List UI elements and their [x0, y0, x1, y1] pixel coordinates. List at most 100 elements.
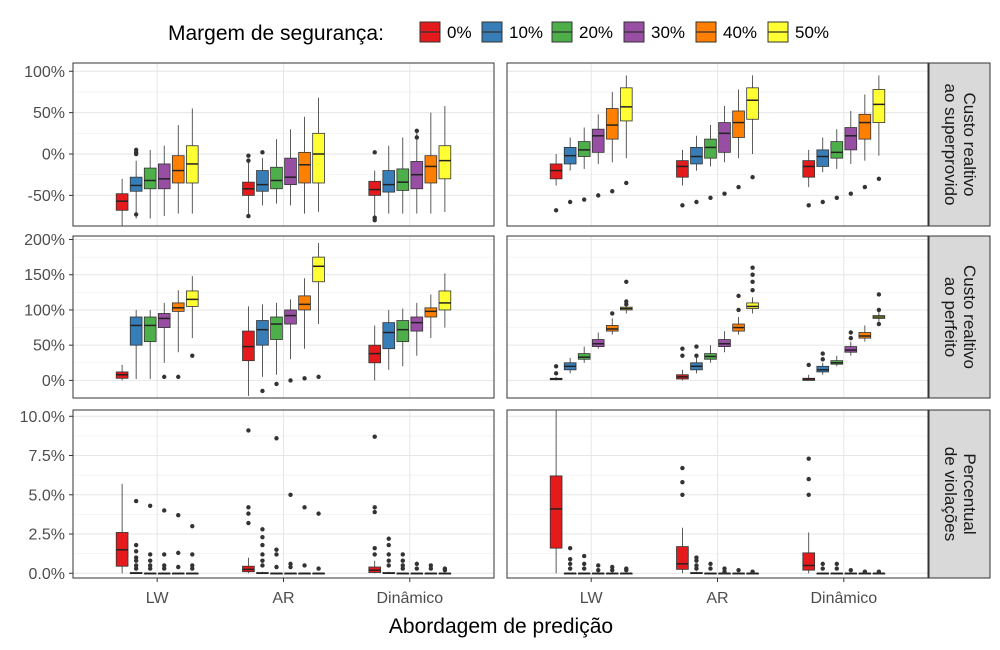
panel-border	[72, 235, 495, 399]
box-outlier	[288, 561, 293, 567]
y-tick-label: -50%	[28, 188, 65, 205]
box-outlier	[288, 564, 293, 570]
box-outlier	[133, 542, 139, 548]
box-AR-20%	[704, 345, 717, 363]
strip-label-line: ao perfeito	[941, 277, 960, 357]
x-tick-label: Dinâmico	[376, 590, 443, 607]
box-outlier	[736, 293, 741, 299]
box-LW-10%	[563, 137, 577, 205]
box-iqr	[549, 163, 563, 180]
box-outlier	[876, 569, 882, 574]
strip-label: Custo realtivoao perfeito	[941, 265, 979, 369]
box-outlier	[133, 558, 139, 563]
box-outlier	[386, 542, 391, 548]
box-Dinâmico-0%	[368, 434, 382, 574]
legend-label-4: 40%	[723, 23, 757, 42]
box-outlier	[806, 476, 811, 482]
box-outlier	[316, 566, 321, 571]
box-iqr	[816, 149, 830, 167]
box-outlier	[876, 176, 882, 182]
y-tick-label: 100%	[24, 64, 65, 81]
box-outlier	[722, 191, 727, 196]
box-outlier	[553, 371, 559, 376]
x-tick-label: AR	[706, 590, 728, 607]
box-AR-50%	[312, 511, 325, 575]
box-LW-30%	[591, 332, 605, 349]
box-LW-40%	[171, 290, 185, 380]
box-iqr	[396, 320, 410, 343]
box-AR-40%	[732, 293, 745, 335]
box-LW-40%	[171, 512, 185, 575]
box-outlier	[400, 552, 405, 557]
box-iqr	[858, 113, 872, 140]
box-outlier	[708, 566, 713, 571]
box-outlier	[288, 378, 293, 383]
box-LW-40%	[605, 311, 619, 335]
box-outlier	[133, 549, 139, 554]
box-outlier	[806, 362, 811, 368]
box-outlier	[274, 547, 279, 552]
box-outlier	[596, 567, 601, 573]
box-LW-50%	[185, 276, 199, 358]
box-AR-40%	[732, 89, 745, 190]
box-outlier	[147, 503, 153, 508]
box-AR-0%	[676, 346, 689, 381]
box-Dinâmico-0%	[802, 149, 816, 208]
box-AR-40%	[298, 505, 311, 575]
box-AR-50%	[746, 265, 759, 314]
box-iqr	[746, 87, 759, 120]
box-LW-0%	[549, 410, 563, 574]
legend-label-1: 10%	[509, 23, 543, 42]
box-iqr	[676, 546, 689, 570]
box-outlier	[260, 388, 265, 394]
y-tick-label: 100%	[24, 302, 65, 319]
box-AR-30%	[718, 566, 731, 575]
box-outlier	[260, 542, 265, 548]
y-tick-label: 50%	[33, 105, 65, 122]
box-outlier	[414, 566, 420, 571]
box-iqr	[619, 87, 633, 122]
box-outlier	[260, 150, 265, 155]
box-outlier	[386, 558, 391, 563]
box-outlier	[722, 566, 727, 571]
box-LW-20%	[143, 149, 157, 219]
box-outlier	[567, 199, 573, 205]
box-outlier	[372, 150, 377, 155]
box-iqr	[718, 122, 731, 153]
box-outlier	[610, 564, 615, 570]
strip-label-line: de violações	[941, 447, 960, 542]
box-outlier	[694, 563, 699, 568]
box-outlier	[680, 465, 685, 471]
box-iqr	[115, 193, 129, 211]
strip-label-line: Custo realtivo	[960, 265, 979, 369]
box-LW-20%	[143, 503, 157, 575]
box-outlier	[147, 552, 153, 557]
box-LW-50%	[619, 279, 633, 314]
box-outlier	[260, 558, 265, 563]
box-outlier	[176, 564, 181, 570]
box-AR-0%	[242, 306, 255, 396]
box-AR-40%	[298, 278, 311, 381]
box-LW-40%	[605, 564, 619, 575]
box-outlier	[246, 520, 251, 526]
box-outlier	[848, 330, 854, 335]
box-Dinâmico-50%	[438, 273, 452, 328]
strip-background	[928, 409, 991, 579]
box-LW-50%	[619, 75, 633, 186]
box-LW-20%	[143, 309, 157, 379]
box-outlier	[372, 552, 377, 557]
box-Dinâmico-50%	[438, 566, 452, 575]
box-Dinâmico-10%	[382, 145, 396, 214]
box-LW-10%	[129, 309, 143, 379]
box-Dinâmico-20%	[396, 308, 410, 367]
box-Dinâmico-20%	[396, 137, 410, 214]
box-outlier	[133, 151, 139, 157]
box-outlier	[610, 311, 615, 316]
box-iqr	[298, 151, 311, 184]
box-iqr	[591, 128, 605, 153]
box-outlier	[581, 197, 587, 202]
panel-border	[72, 62, 495, 227]
y-tick-label: 7.5%	[29, 448, 65, 465]
box-outlier	[414, 561, 420, 567]
box-outlier	[553, 364, 559, 369]
